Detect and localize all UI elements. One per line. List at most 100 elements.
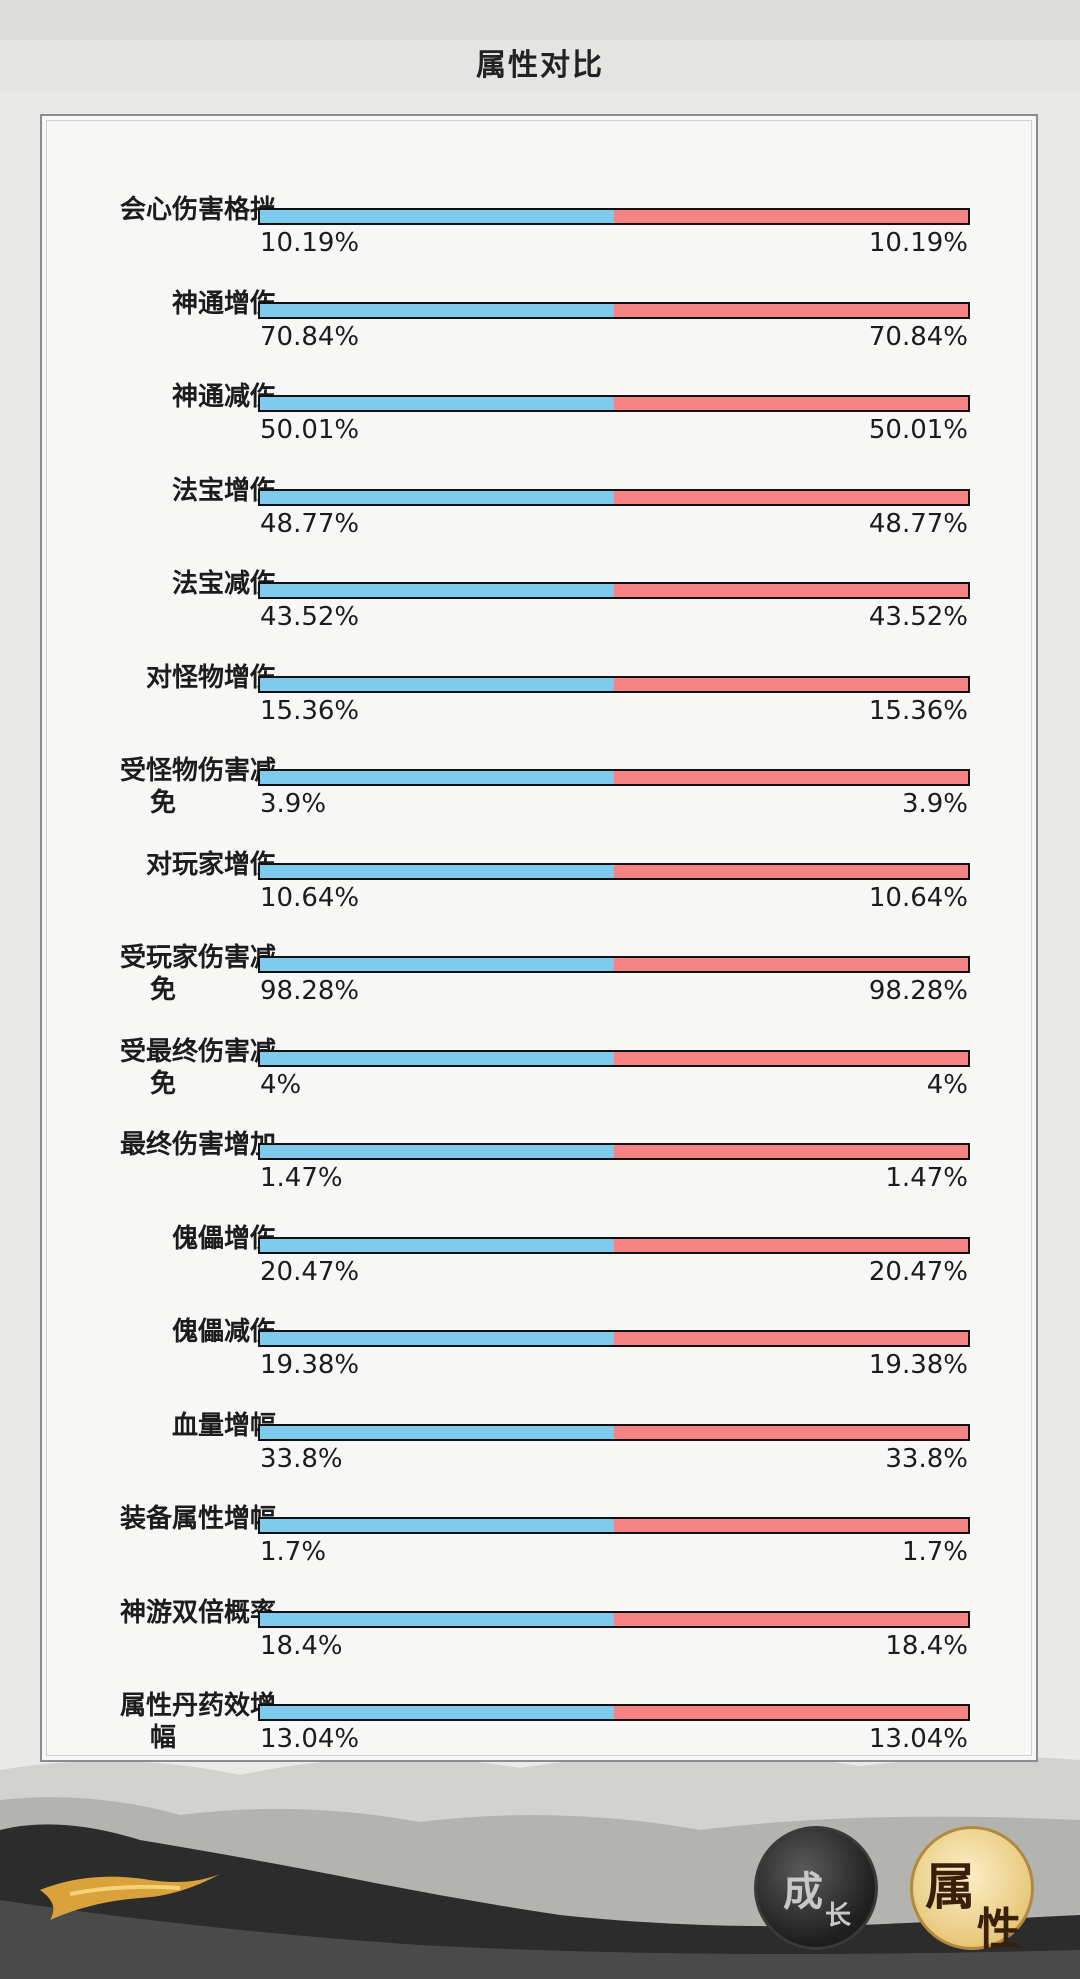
comparison-bar: [258, 1236, 970, 1254]
comparison-bar: [258, 862, 970, 880]
comparison-bar-other-segment: [614, 1145, 968, 1158]
attribute-label: 装备属性增幅: [119, 1504, 276, 1534]
page-title: 属性对比: [476, 48, 604, 83]
attribute-row: 最终伤害增加 1.47% 1.47%: [42, 1127, 1036, 1221]
comparison-bar-self-segment: [260, 1519, 614, 1532]
attribute-label: 神通增伤: [171, 288, 276, 319]
attribute-label: 受怪物伤害减免: [119, 756, 276, 818]
growth-tab-char2: 长: [825, 1901, 852, 1931]
attribute-label: 神游双倍概率: [119, 1597, 276, 1628]
comparison-bar-other-segment: [614, 1706, 968, 1719]
self-value: 3.9%: [260, 789, 327, 819]
comparison-bar: [258, 301, 970, 319]
comparison-bar-other-segment: [614, 771, 968, 784]
comparison-bar-other-segment: [614, 490, 968, 504]
comparison-bar-self-segment: [260, 490, 614, 504]
comparison-bar: [258, 769, 970, 786]
other-value: 10.19%: [868, 228, 968, 258]
growth-tab-button[interactable]: 成 长: [754, 1826, 878, 1950]
other-value: 43.52%: [868, 602, 968, 632]
attribute-tab-char2: 性: [977, 1904, 1021, 1955]
other-value: 20.47%: [868, 1256, 968, 1287]
self-value: 15.36%: [260, 695, 360, 726]
other-value: 15.36%: [868, 695, 968, 726]
attribute-row: 傀儡增伤 20.47% 20.47%: [42, 1221, 1036, 1315]
comparison-bar-other-segment: [614, 1612, 968, 1626]
comparison-bar: [258, 1143, 970, 1160]
attribute-row: 神游双倍概率 18.4% 18.4%: [42, 1595, 1036, 1689]
self-value: 70.84%: [260, 321, 360, 352]
other-value: 98.28%: [868, 976, 968, 1006]
comparison-bar-other-segment: [614, 210, 968, 223]
other-value: 13.04%: [868, 1724, 968, 1754]
comparison-bar: [258, 1330, 970, 1347]
self-value: 1.47%: [260, 1163, 343, 1193]
self-value: 10.19%: [260, 228, 360, 258]
attribute-label: 受最终伤害减免: [119, 1036, 276, 1099]
comparison-bar-self-segment: [260, 1425, 614, 1439]
comparison-bar: [258, 675, 970, 693]
attribute-row: 属性丹药效增幅 13.04% 13.04%: [42, 1688, 1036, 1782]
comparison-bar: [258, 1610, 970, 1628]
self-value: 1.7%: [260, 1537, 327, 1567]
self-value: 33.8%: [260, 1443, 343, 1474]
attribute-label: 最终伤害增加: [119, 1130, 276, 1160]
comparison-bar-other-segment: [614, 397, 968, 410]
attribute-label: 属性丹药效增幅: [119, 1691, 276, 1753]
comparison-bar-self-segment: [260, 1145, 614, 1158]
attribute-row: 血量增幅 33.8% 33.8%: [42, 1408, 1036, 1502]
comparison-bar-self-segment: [260, 1332, 614, 1345]
other-value: 50.01%: [868, 415, 968, 445]
self-value: 18.4%: [260, 1630, 343, 1661]
comparison-bar: [258, 582, 970, 599]
comparison-bar-self-segment: [260, 958, 614, 971]
attribute-row: 受怪物伤害减免 3.9% 3.9%: [42, 753, 1036, 847]
other-value: 18.4%: [885, 1630, 968, 1661]
attribute-label: 傀儡增伤: [171, 1223, 276, 1254]
self-value: 19.38%: [260, 1350, 360, 1380]
attribute-row: 法宝减伤 43.52% 43.52%: [42, 566, 1036, 660]
comparison-bar: [258, 208, 970, 225]
other-value: 10.64%: [868, 882, 968, 913]
comparison-bar: [258, 1049, 970, 1067]
comparison-bar-other-segment: [614, 864, 968, 878]
other-value: 33.8%: [885, 1443, 968, 1474]
comparison-bar-self-segment: [260, 1706, 614, 1719]
comparison-bar-self-segment: [260, 1612, 614, 1626]
attribute-label: 血量增幅: [171, 1410, 276, 1441]
other-value: 1.47%: [885, 1163, 968, 1193]
self-value: 20.47%: [260, 1256, 360, 1287]
attribute-row: 受玩家伤害减免 98.28% 98.28%: [42, 940, 1036, 1034]
comparison-bar-other-segment: [614, 303, 968, 317]
comparison-bar-self-segment: [260, 1238, 614, 1252]
attribute-label: 受玩家伤害减免: [119, 943, 276, 1005]
attribute-label: 法宝减伤: [171, 569, 276, 599]
comparison-bar: [258, 1423, 970, 1441]
comparison-bar: [258, 488, 970, 506]
self-value: 48.77%: [260, 508, 360, 539]
attribute-label: 傀儡减伤: [171, 1317, 276, 1347]
attribute-comparison-panel[interactable]: 会心伤害格挡 10.19% 10.19% 神通增伤 70.84% 70.84% 神通减伤 50…: [40, 114, 1038, 1762]
attribute-label: 神通减伤: [171, 382, 276, 412]
comparison-bar-self-segment: [260, 677, 614, 691]
self-value: 43.52%: [260, 602, 360, 632]
comparison-bar-self-segment: [260, 1051, 614, 1065]
attribute-label: 对玩家增伤: [145, 849, 276, 880]
comparison-bar: [258, 395, 970, 412]
attribute-row: 神通减伤 50.01% 50.01%: [42, 379, 1036, 473]
attribute-row: 受最终伤害减免 4% 4%: [42, 1034, 1036, 1128]
attribute-list: 会心伤害格挡 10.19% 10.19% 神通增伤 70.84% 70.84% 神通减伤 50…: [42, 192, 1036, 1782]
attribute-label: 法宝增伤: [171, 475, 276, 506]
self-value: 10.64%: [260, 882, 360, 913]
other-value: 70.84%: [868, 321, 968, 352]
comparison-bar-other-segment: [614, 677, 968, 691]
other-value: 4%: [926, 1069, 968, 1100]
attribute-row: 会心伤害格挡 10.19% 10.19%: [42, 192, 1036, 286]
comparison-bar-other-segment: [614, 1051, 968, 1065]
attribute-tab-button[interactable]: 属 性: [910, 1826, 1034, 1955]
attribute-label: 会心伤害格挡: [119, 195, 276, 225]
attribute-row: 傀儡减伤 19.38% 19.38%: [42, 1314, 1036, 1408]
self-value: 98.28%: [260, 976, 360, 1006]
comparison-bar-self-segment: [260, 397, 614, 410]
comparison-bar-other-segment: [614, 958, 968, 971]
